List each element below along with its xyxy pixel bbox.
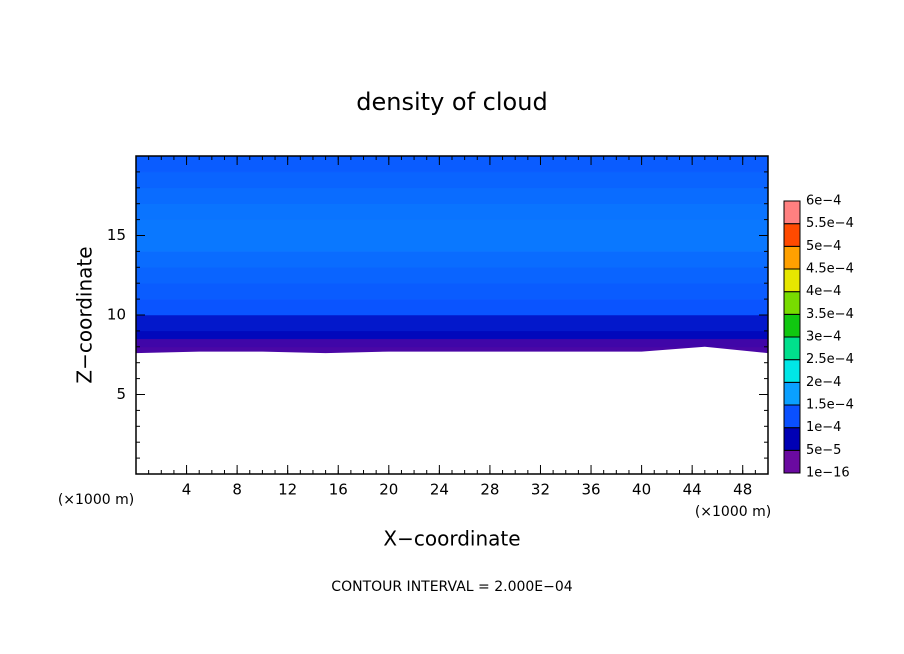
colorbar-box xyxy=(783,245,801,270)
x-tick-label: 40 xyxy=(632,481,651,499)
colorbar-label: 3e−4 xyxy=(806,330,841,345)
colorbar-label: 1e−4 xyxy=(806,420,841,435)
chart-title: density of cloud xyxy=(356,88,547,116)
colorbar-box xyxy=(783,313,801,338)
colorbar-label: 2e−4 xyxy=(806,375,841,390)
colorbar-box xyxy=(783,200,801,225)
contour-band xyxy=(135,338,769,348)
contour-band xyxy=(135,171,769,189)
colorbar-box xyxy=(783,404,801,429)
colorbar-label: 4e−4 xyxy=(806,284,841,299)
cloud-base-clear-region xyxy=(136,346,768,474)
colorbar-label: 5.5e−4 xyxy=(806,216,854,231)
y-tick-label: 10 xyxy=(107,306,126,324)
contour-band xyxy=(135,251,769,268)
colorbar-box xyxy=(783,268,801,293)
colorbar-box xyxy=(783,291,801,315)
x-unit-label: (×1000 m) xyxy=(695,504,771,520)
colorbar-label: 5e−4 xyxy=(806,239,841,254)
x-tick-label: 12 xyxy=(278,481,297,499)
x-tick-label: 32 xyxy=(531,481,550,499)
x-tick-label: 44 xyxy=(683,481,702,499)
x-tick-label: 28 xyxy=(480,481,499,499)
footer-note: CONTOUR INTERVAL = 2.000E−04 xyxy=(331,579,572,595)
contour-band xyxy=(135,203,769,220)
contour-band xyxy=(135,314,769,332)
x-axis-label: X−coordinate xyxy=(383,527,520,551)
contour-band xyxy=(135,282,769,300)
colorbar-box xyxy=(783,336,801,361)
colorbar-box xyxy=(783,449,801,474)
contour-band xyxy=(135,330,769,340)
y-tick-label: 15 xyxy=(107,226,126,244)
x-tick-label: 24 xyxy=(430,481,449,499)
z-unit-label: (×1000 m) xyxy=(58,492,134,508)
colorbar-label: 1e−16 xyxy=(806,466,850,481)
y-axis-label: Z−coordinate xyxy=(73,246,97,383)
colorbar-box xyxy=(783,381,801,406)
x-tick-label: 4 xyxy=(182,481,192,499)
contour-band xyxy=(135,219,769,252)
contour-band xyxy=(135,267,769,284)
colorbar-label: 5e−5 xyxy=(806,443,841,458)
colorbar-box xyxy=(783,427,801,451)
x-tick-label: 20 xyxy=(379,481,398,499)
colorbar-label: 3.5e−4 xyxy=(806,307,854,322)
colorbar-label: 2.5e−4 xyxy=(806,352,854,367)
x-tick-label: 16 xyxy=(329,481,348,499)
y-tick-label: 5 xyxy=(116,385,126,403)
colorbar-label: 6e−4 xyxy=(806,194,841,209)
x-tick-label: 8 xyxy=(232,481,242,499)
contour-band xyxy=(135,298,769,316)
colorbar-box xyxy=(783,223,801,247)
colorbar-label: 1.5e−4 xyxy=(806,398,854,413)
x-tick-label: 48 xyxy=(733,481,752,499)
colorbar-box xyxy=(783,359,801,383)
contour-band xyxy=(135,187,769,204)
x-tick-label: 36 xyxy=(581,481,600,499)
colorbar-label: 4.5e−4 xyxy=(806,262,854,277)
